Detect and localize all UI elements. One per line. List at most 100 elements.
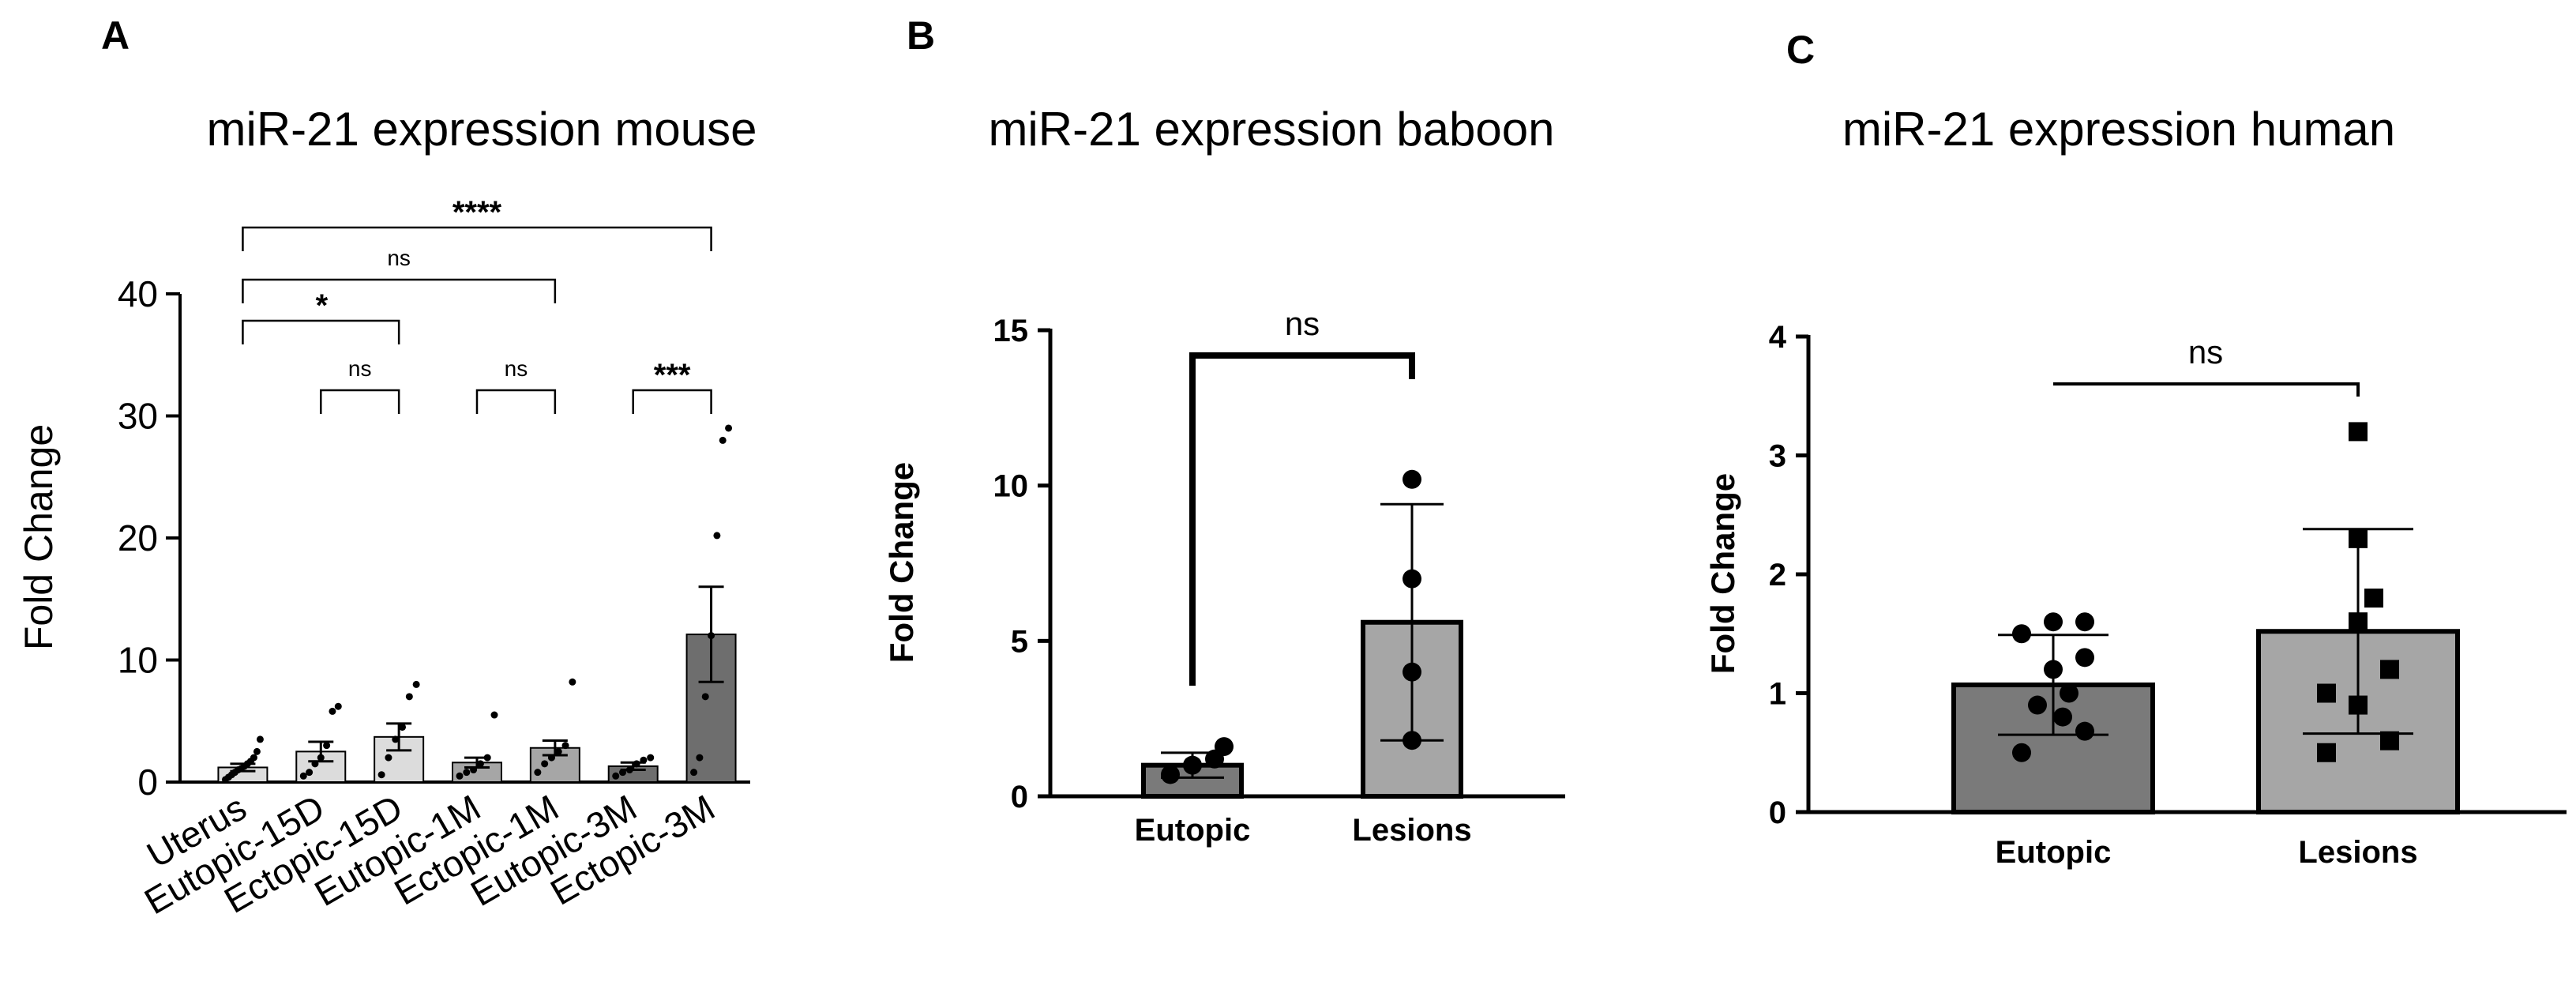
data-point [2012, 624, 2031, 644]
data-point [470, 766, 478, 774]
data-point [250, 754, 257, 762]
data-point [1403, 731, 1421, 750]
data-point [377, 771, 385, 779]
data-point [2349, 422, 2368, 442]
significance-label: ns [1285, 305, 1320, 342]
significance-bracket [1189, 352, 1415, 686]
panel-c-letter: C [1786, 28, 1815, 72]
y-tick-label: 20 [118, 517, 158, 559]
data-point [2349, 528, 2368, 548]
data-point [1403, 469, 1421, 489]
panel-b-y-axis-label: Fold Change [883, 462, 920, 663]
data-point [306, 769, 314, 777]
panel-c-y-axis-label: Fold Change [1704, 473, 1741, 674]
data-point [1161, 765, 1180, 784]
data-point [719, 436, 727, 444]
significance-bracket [242, 319, 400, 344]
x-tick-label: Lesions [1352, 813, 1471, 848]
data-point [490, 711, 498, 719]
significance-label: **** [452, 195, 502, 230]
significance-bracket [475, 389, 557, 414]
data-point [2044, 660, 2063, 679]
data-point [690, 769, 698, 777]
panel-c: C miR-21 expression human Fold Change 0 1… [1704, 28, 2567, 870]
significance-bracket [242, 226, 712, 251]
data-point [2380, 660, 2399, 679]
data-point [2349, 695, 2368, 715]
significance-label: ns [387, 246, 411, 270]
data-point [2060, 683, 2078, 703]
data-point [612, 772, 620, 780]
x-tick-label: Eutopic [1135, 813, 1251, 848]
significance-bracket [632, 389, 712, 414]
y-tick-label: 10 [993, 469, 1029, 504]
data-point [1403, 662, 1421, 682]
panel-a-title: miR-21 expression mouse [207, 103, 757, 156]
data-point [541, 760, 549, 768]
data-point [701, 693, 709, 701]
y-tick-label: 0 [137, 762, 158, 803]
data-point [2044, 612, 2063, 632]
significance-bracket [320, 389, 400, 414]
data-point [256, 735, 264, 743]
data-point [2380, 731, 2399, 750]
data-point [534, 769, 542, 777]
data-point [2075, 648, 2094, 668]
y-tick-label: 40 [118, 273, 158, 314]
data-point [2075, 612, 2094, 632]
panel-c-title: miR-21 expression human [1842, 103, 2395, 156]
panel-a: A miR-21 expression mouse Fold Change 0 1… [17, 13, 757, 922]
data-point [412, 680, 420, 688]
panel-b-letter: B [907, 13, 935, 58]
data-point [392, 735, 400, 743]
y-tick-label: 10 [118, 640, 158, 681]
data-point [476, 760, 484, 768]
significance-bracket [242, 278, 557, 303]
panel-a-plot: 010203040UterusEutopic-15DEctopic-15DEut… [118, 195, 750, 922]
data-point [725, 424, 733, 432]
significance-label: * [316, 288, 329, 323]
panel-c-plot: 0 1 2 3 4 Eutopic Lesions ns [1769, 320, 2567, 870]
data-point [554, 747, 562, 755]
significance-label: ns [505, 356, 528, 381]
data-point [713, 532, 721, 540]
data-point [2053, 707, 2072, 727]
data-point [708, 632, 715, 640]
panel-a-letter: A [101, 13, 130, 58]
data-point [561, 742, 569, 750]
data-point [456, 772, 464, 780]
data-point [463, 769, 471, 777]
data-point [311, 760, 319, 768]
y-tick-label: 0 [1769, 795, 1786, 830]
significance-bracket [2053, 382, 2360, 397]
data-point [2075, 721, 2094, 741]
data-point [2012, 743, 2031, 762]
data-point [253, 747, 261, 755]
data-point [329, 707, 336, 715]
data-point [2364, 589, 2383, 608]
panel-b: B miR-21 expression baboon Fold Change 0… [883, 13, 1565, 848]
data-point [1215, 737, 1234, 757]
y-tick-label: 4 [1769, 320, 1787, 355]
y-tick-label: 30 [118, 396, 158, 437]
data-point [633, 760, 640, 768]
y-tick-label: 0 [1011, 780, 1028, 814]
data-point [640, 756, 648, 764]
data-point [385, 754, 392, 762]
data-point [399, 723, 407, 731]
y-tick-label: 3 [1769, 439, 1786, 474]
data-point [696, 754, 704, 762]
y-tick-label: 15 [993, 314, 1029, 348]
data-point [323, 742, 331, 750]
significance-label: ns [2188, 333, 2223, 370]
x-tick-label: Eutopic [1996, 835, 2112, 870]
significance-label: *** [654, 358, 691, 393]
data-point [2317, 683, 2336, 703]
data-point [299, 772, 307, 780]
data-point [483, 754, 491, 762]
y-tick-label: 2 [1769, 558, 1786, 592]
data-point [334, 702, 342, 710]
panel-b-title: miR-21 expression baboon [988, 103, 1554, 156]
data-point [2028, 695, 2047, 715]
